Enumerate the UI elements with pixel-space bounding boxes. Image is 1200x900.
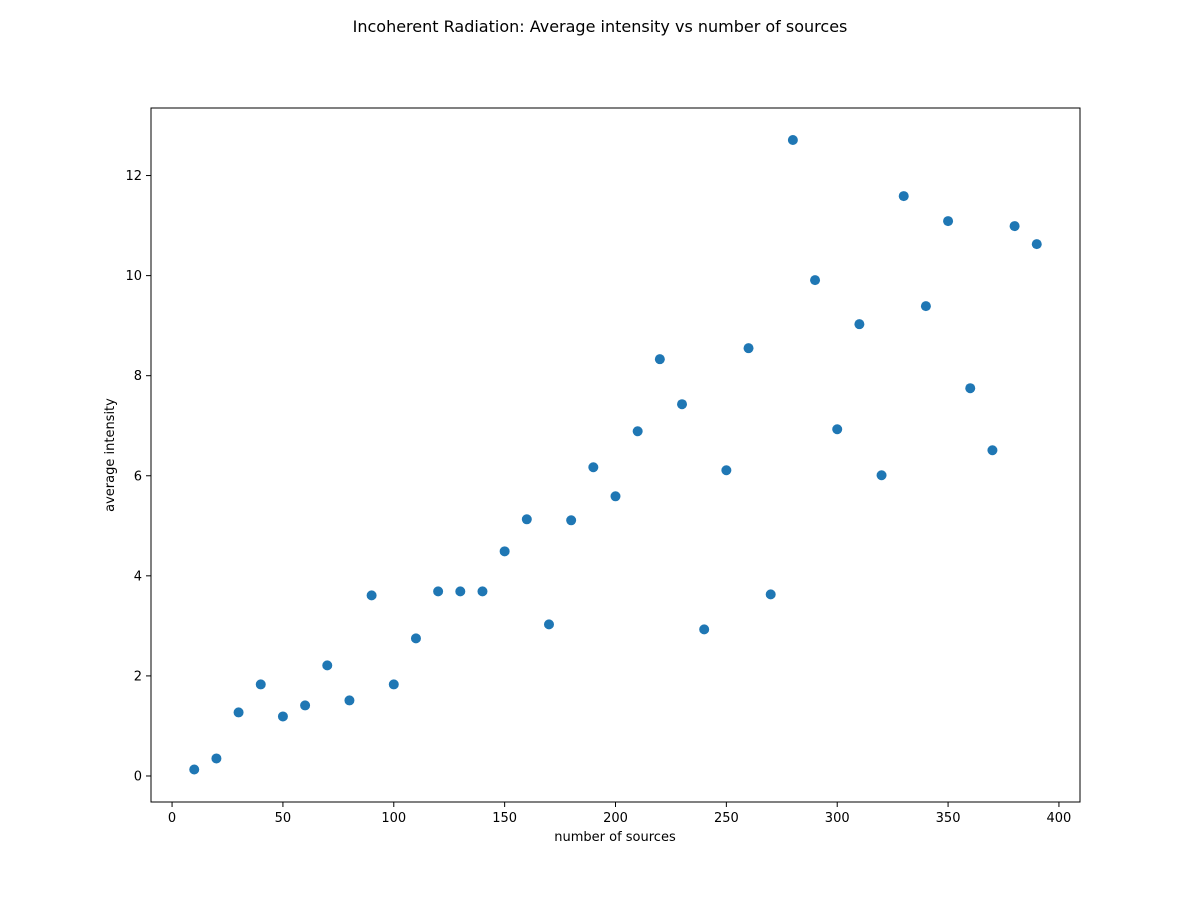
x-tick-label: 400 (1047, 811, 1072, 826)
data-point (388, 679, 399, 690)
data-point (455, 586, 466, 597)
data-point (854, 319, 865, 330)
y-tick-label: 2 (134, 669, 142, 684)
data-point (743, 343, 754, 354)
data-point (543, 619, 554, 630)
chart-title: Incoherent Radiation: Average intensity … (353, 17, 848, 36)
data-point (810, 275, 821, 286)
data-point (588, 462, 599, 473)
y-axis: 0 2 4 6 8 10 12 (125, 169, 151, 784)
y-tick-label: 0 (134, 769, 142, 784)
data-point (189, 764, 200, 775)
data-point (987, 445, 998, 456)
data-point (943, 216, 954, 227)
data-point (366, 590, 377, 601)
x-tick-label: 250 (714, 811, 739, 826)
data-point (1031, 239, 1042, 250)
data-point (433, 586, 444, 597)
x-axis: 0 50 100 150 200 250 300 350 400 (168, 802, 1071, 826)
plot-area (150, 107, 1081, 803)
y-tick-label: 8 (134, 369, 142, 384)
data-point (499, 546, 510, 557)
y-tick-label: 4 (134, 569, 142, 584)
data-point (233, 707, 244, 718)
data-point (610, 491, 621, 502)
data-point (677, 399, 688, 410)
y-tick-label: 10 (125, 269, 142, 284)
data-point (322, 660, 333, 671)
data-point (765, 589, 776, 600)
x-tick-label: 50 (275, 811, 292, 826)
data-point (832, 424, 843, 435)
data-point (477, 586, 488, 597)
data-point (255, 679, 266, 690)
data-point (632, 426, 643, 437)
data-point (410, 633, 421, 644)
data-point (721, 465, 732, 476)
data-point (699, 624, 710, 635)
data-point (965, 383, 976, 394)
y-axis-label: average intensity (103, 398, 118, 512)
data-point (1009, 221, 1020, 232)
x-tick-label: 0 (168, 811, 176, 826)
x-tick-label: 350 (936, 811, 961, 826)
data-point (654, 354, 665, 365)
data-point (211, 753, 222, 764)
data-points (189, 135, 1042, 775)
x-tick-label: 200 (603, 811, 628, 826)
data-point (344, 695, 355, 706)
y-tick-label: 12 (125, 169, 142, 184)
x-tick-label: 150 (492, 811, 517, 826)
data-point (521, 514, 532, 525)
y-tick-label: 6 (134, 469, 142, 484)
data-point (876, 470, 887, 481)
data-point (300, 700, 311, 711)
x-tick-label: 300 (825, 811, 850, 826)
x-tick-label: 100 (381, 811, 406, 826)
data-point (277, 711, 288, 722)
data-point (920, 301, 931, 312)
data-point (898, 191, 909, 202)
x-axis-label: number of sources (554, 830, 676, 845)
data-point (566, 515, 577, 526)
data-point (787, 135, 798, 146)
